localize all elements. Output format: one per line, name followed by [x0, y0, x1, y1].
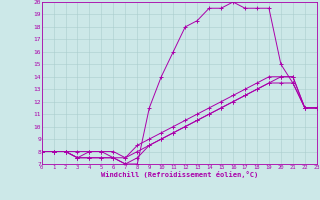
X-axis label: Windchill (Refroidissement éolien,°C): Windchill (Refroidissement éolien,°C)	[100, 171, 258, 178]
